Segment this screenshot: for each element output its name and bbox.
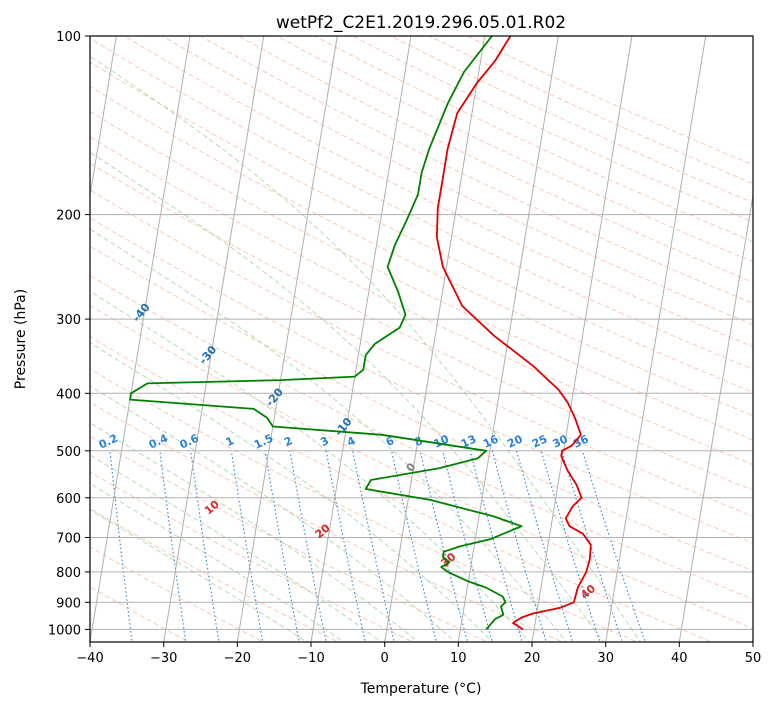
isotherm (310, 36, 412, 642)
y-tick-label: 1000 (48, 623, 81, 638)
mixing-ratio-label: 10 (432, 432, 452, 450)
mixing-ratio-line (515, 450, 574, 642)
moist-adiabat (90, 228, 568, 642)
isotherm (236, 36, 338, 642)
isotherm (605, 36, 707, 642)
dewpoint-line (129, 36, 523, 630)
mixing-ratio-line (390, 450, 437, 642)
y-tick-label: 100 (56, 30, 81, 45)
mixing-ratio-line (442, 450, 493, 642)
y-axis-label: Pressure (hPa) (13, 289, 29, 389)
mixing-ratio-label: 30 (551, 432, 571, 450)
x-axis-label: Temperature (°C) (360, 681, 482, 697)
dry-adiabat (90, 245, 753, 572)
y-tick-label: 300 (56, 313, 81, 328)
mixing-ratio-line (264, 450, 300, 642)
isotherm (90, 36, 191, 642)
isotherm (531, 36, 633, 642)
profile-series (129, 36, 592, 631)
plot-frame (89, 35, 754, 643)
dry-adiabat (90, 274, 753, 600)
dry-adiabat (200, 36, 753, 304)
y-tick-label: 500 (56, 445, 81, 460)
mixing-ratio-label: 16 (481, 432, 501, 450)
y-tick-label: 600 (56, 492, 81, 507)
x-tick-label: 50 (745, 651, 762, 666)
x-tick-label: −40 (76, 651, 103, 666)
x-tick-label: 0 (381, 651, 389, 666)
x-tick-label: 30 (597, 651, 614, 666)
isotherm (90, 36, 117, 199)
x-tick-label: 10 (450, 651, 467, 666)
x-tick-label: −10 (297, 651, 324, 666)
isotherm (457, 36, 559, 642)
mixing-ratio-label: 20 (505, 432, 525, 450)
isotherm (678, 192, 753, 642)
dry-adiabat (90, 136, 753, 466)
isotherms (90, 36, 753, 642)
mixing-ratio-label: 36 (571, 432, 591, 450)
isotherm (163, 36, 265, 642)
isotherm (384, 36, 486, 642)
mixing-ratio-line (561, 450, 623, 642)
dry-adiabat (90, 189, 753, 517)
mixing-ratio-line (352, 450, 395, 642)
mixing-ratio-line (540, 450, 601, 642)
mixing-ratio-line (581, 450, 646, 642)
y-tick-label: 700 (56, 532, 81, 547)
mixing-ratio-line (289, 450, 327, 642)
mixing-ratio-line (190, 450, 220, 642)
x-axis-ticks: −40 −30 −20 −10 0 10 20 30 40 50 (76, 642, 761, 666)
x-tick-label: −20 (224, 651, 251, 666)
x-tick-label: 20 (524, 651, 541, 666)
mixing-ratio-line (491, 450, 547, 642)
mixing-ratio-label: 13 (459, 433, 478, 451)
y-tick-label: 200 (56, 209, 81, 224)
x-tick-label: 40 (671, 651, 688, 666)
mixing-ratio-line (325, 450, 366, 642)
y-tick-label: 400 (56, 387, 81, 402)
x-tick-label: −30 (150, 651, 177, 666)
y-axis-ticks: 1000 900 800 700 600 500 400 300 200 100 (48, 30, 90, 638)
y-tick-label: 900 (56, 596, 81, 611)
dry-adiabat (90, 162, 753, 491)
y-tick-label: 800 (56, 566, 81, 581)
mixing-ratio-label: 25 (530, 433, 549, 451)
chart-title: wetPf2_C2E1.2019.296.05.01.R02 (276, 13, 566, 33)
temperature-line (435, 36, 592, 631)
dry-adiabat (90, 110, 753, 441)
